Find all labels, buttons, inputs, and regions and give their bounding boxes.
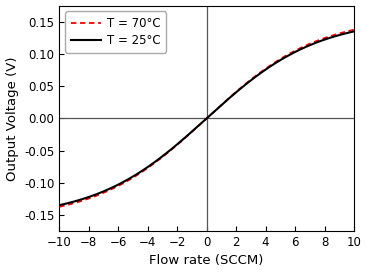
- T = 70°C: [87, 197, 92, 200]
- T = 25°C: [352, 30, 356, 33]
- T = 25°C: [259, 71, 264, 74]
- X-axis label: Flow rate (SCCM): Flow rate (SCCM): [149, 254, 264, 268]
- T = 70°C: [352, 28, 356, 31]
- T = 70°C: [187, 133, 191, 136]
- T = 25°C: [292, 51, 297, 54]
- T = 70°C: [292, 49, 297, 53]
- T = 25°C: [57, 204, 62, 207]
- T = 25°C: [287, 54, 291, 57]
- T = 25°C: [187, 132, 191, 136]
- Y-axis label: Output Voltage (V): Output Voltage (V): [6, 56, 19, 180]
- T = 25°C: [87, 195, 92, 198]
- Line: T = 25°C: T = 25°C: [59, 31, 354, 205]
- T = 25°C: [176, 142, 181, 145]
- T = 70°C: [259, 70, 264, 73]
- T = 70°C: [287, 52, 291, 55]
- T = 70°C: [57, 205, 62, 209]
- Line: T = 70°C: T = 70°C: [59, 30, 354, 207]
- T = 70°C: [176, 142, 181, 145]
- Legend: T = 70°C, T = 25°C: T = 70°C, T = 25°C: [65, 11, 166, 53]
